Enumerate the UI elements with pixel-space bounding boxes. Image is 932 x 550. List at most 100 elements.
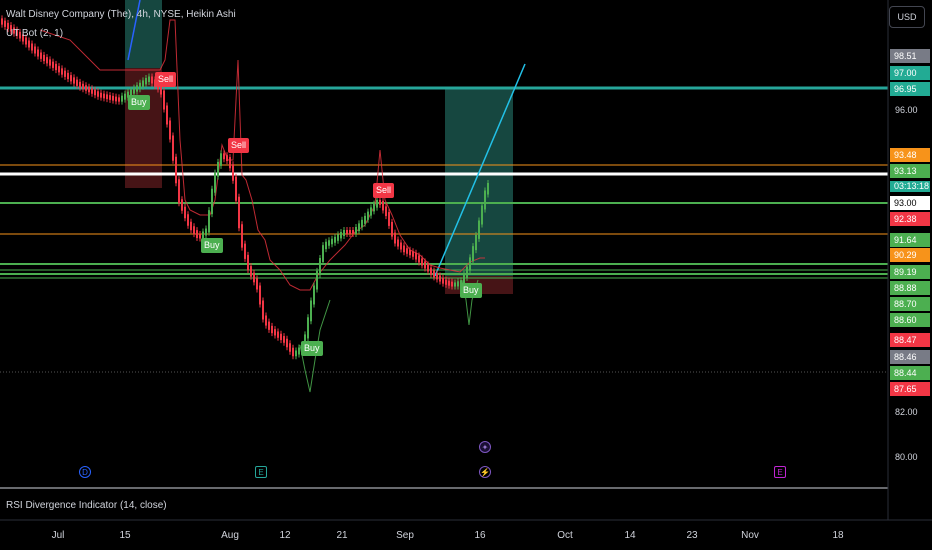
candle-body xyxy=(196,230,198,239)
candle-body xyxy=(355,227,357,234)
candle-body xyxy=(307,317,309,339)
currency-button[interactable]: USD xyxy=(889,6,925,28)
candle-body xyxy=(379,199,381,205)
candle-body xyxy=(253,272,255,283)
chart-title: Walt Disney Company (The), 4h, NYSE, Hei… xyxy=(6,9,236,20)
candle-body xyxy=(370,207,372,216)
candle-body xyxy=(229,157,231,169)
price-tag: 93.00 xyxy=(890,196,930,210)
candle-body xyxy=(100,92,102,98)
candle-body xyxy=(235,176,237,201)
candle-body xyxy=(346,230,348,234)
candle-body xyxy=(166,105,168,125)
candle-body xyxy=(64,70,66,77)
candle-body xyxy=(178,179,180,204)
candle-body xyxy=(469,257,471,271)
candle-body xyxy=(256,278,258,290)
trend-line xyxy=(434,63,526,277)
candle-body xyxy=(376,199,378,208)
candle-body xyxy=(118,97,120,102)
candle-body xyxy=(1,18,3,25)
candle-body xyxy=(352,230,354,234)
candle-body xyxy=(271,325,273,334)
candle-body xyxy=(286,338,288,348)
price-tag: 88.88 xyxy=(890,281,930,295)
candle-body xyxy=(388,212,390,226)
indicator-legend[interactable]: UT Bot (2, 1) xyxy=(6,28,64,39)
candle-body xyxy=(466,266,468,278)
candle-body xyxy=(76,79,78,86)
candle-body xyxy=(31,43,33,51)
trailing-stop-line-green xyxy=(299,299,331,393)
candle-body xyxy=(223,153,225,160)
candle-body xyxy=(40,52,42,59)
candle-body xyxy=(85,85,87,91)
time-tick-label: Nov xyxy=(741,530,759,541)
candle-body xyxy=(415,252,417,260)
candle-body xyxy=(142,80,144,87)
candle-body xyxy=(367,211,369,220)
candle-body xyxy=(79,81,81,88)
candle-body xyxy=(163,90,165,110)
candle-body xyxy=(232,164,234,181)
price-tag: 97.00 xyxy=(890,66,930,80)
time-tick-label: Oct xyxy=(557,530,573,541)
candle-body xyxy=(70,75,72,82)
candle-body xyxy=(55,63,57,71)
candle-body xyxy=(247,254,249,271)
time-tick-label: Jul xyxy=(51,530,65,541)
dividend-event-icon[interactable]: D xyxy=(79,466,91,478)
buy-signal: Buy xyxy=(460,283,482,298)
time-tick-label: 16 xyxy=(474,530,486,541)
candle-body xyxy=(25,37,27,45)
candle-body xyxy=(295,350,297,357)
candle-body xyxy=(463,273,465,285)
split-event-icon[interactable]: ✦ xyxy=(479,441,491,453)
time-tick-label: 18 xyxy=(832,530,844,541)
split-event-icon[interactable]: ⚡ xyxy=(479,466,491,478)
candle-body xyxy=(289,343,291,352)
candlestick-series xyxy=(1,15,489,360)
candle-body xyxy=(52,61,54,68)
buy-signal: Buy xyxy=(128,95,150,110)
price-tag: 98.51 xyxy=(890,49,930,63)
candle-body xyxy=(349,230,351,234)
candle-body xyxy=(58,66,60,73)
price-tick-label: 80.00 xyxy=(895,452,918,462)
position-profit-zone[interactable] xyxy=(125,0,162,68)
candle-body xyxy=(67,72,69,80)
price-tag: 87.65 xyxy=(890,382,930,396)
candle-body xyxy=(97,91,99,97)
candle-body xyxy=(457,281,459,287)
rsi-pane-label[interactable]: RSI Divergence Indicator (14, close) xyxy=(6,500,167,511)
candle-body xyxy=(406,248,408,254)
buy-signal: Buy xyxy=(201,238,223,253)
candle-body xyxy=(427,264,429,272)
price-tag: 90.29 xyxy=(890,248,930,262)
candle-body xyxy=(205,228,207,236)
candle-body xyxy=(214,172,216,193)
candle-body xyxy=(328,240,330,246)
candle-body xyxy=(16,29,18,36)
candle-body xyxy=(277,331,279,338)
candle-body xyxy=(121,95,123,102)
candle-body xyxy=(241,224,243,248)
price-tag: 88.70 xyxy=(890,297,930,311)
candle-body xyxy=(28,40,30,48)
candle-body xyxy=(268,321,270,330)
trend-line xyxy=(127,0,141,61)
candle-body xyxy=(187,214,189,226)
candle-body xyxy=(265,315,267,326)
candle-body xyxy=(472,246,474,262)
price-tag: 88.60 xyxy=(890,313,930,327)
candle-body xyxy=(262,300,264,320)
price-tag: 88.47 xyxy=(890,333,930,347)
candle-body xyxy=(190,221,192,231)
time-tick-label: 15 xyxy=(119,530,131,541)
earnings-event-icon[interactable]: E xyxy=(774,466,786,478)
earnings-event-icon[interactable]: E xyxy=(255,466,267,478)
candle-body xyxy=(484,190,486,210)
candle-body xyxy=(316,270,318,290)
candle-body xyxy=(478,220,480,239)
